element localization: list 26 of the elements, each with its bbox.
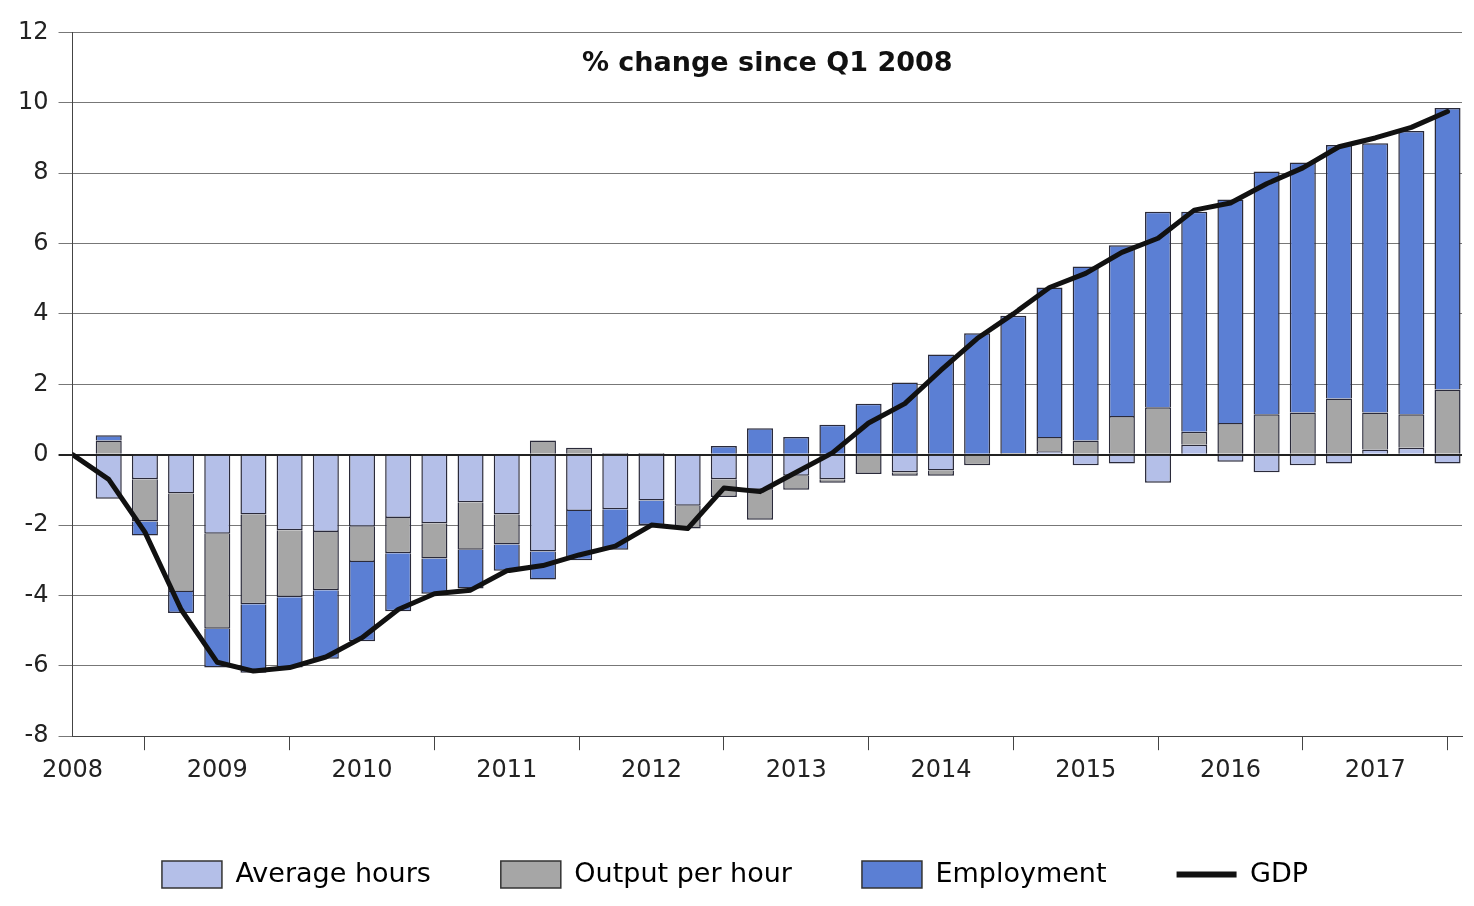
x-tick-label: 2010 — [331, 754, 393, 783]
text: % change since Q1 2008 — [581, 45, 953, 77]
y-tick-label: 0 — [33, 438, 49, 467]
legend-label: Employment — [935, 856, 1107, 888]
x-tick-label: 2014 — [910, 754, 972, 783]
y-tick-label: -4 — [24, 579, 49, 608]
legend-label: Average hours — [235, 856, 431, 888]
x-tick-label: 2008 — [42, 754, 104, 783]
x-tick-label: 2015 — [1055, 754, 1117, 783]
x-tick-label: 2011 — [476, 754, 538, 783]
x-tick-label: 2016 — [1199, 754, 1261, 783]
x-tick-label: 2017 — [1344, 754, 1406, 783]
y-tick-label: 2 — [33, 368, 49, 397]
y-tick-label: -2 — [24, 509, 49, 538]
y-tick-label: 12 — [17, 16, 49, 45]
y-tick-label: 6 — [33, 227, 49, 256]
legend-label: GDP — [1250, 856, 1309, 888]
legend-label: Output per hour — [574, 856, 793, 888]
y-tick-label: -8 — [24, 720, 49, 749]
x-tick-label: 2013 — [765, 754, 827, 783]
y-tick-label: 10 — [17, 87, 49, 116]
y-tick-label: -6 — [24, 650, 49, 679]
x-tick-label: 2009 — [186, 754, 248, 783]
y-tick-label: 4 — [33, 298, 49, 327]
y-tick-label: 8 — [33, 157, 49, 186]
x-tick-label: 2012 — [620, 754, 683, 783]
